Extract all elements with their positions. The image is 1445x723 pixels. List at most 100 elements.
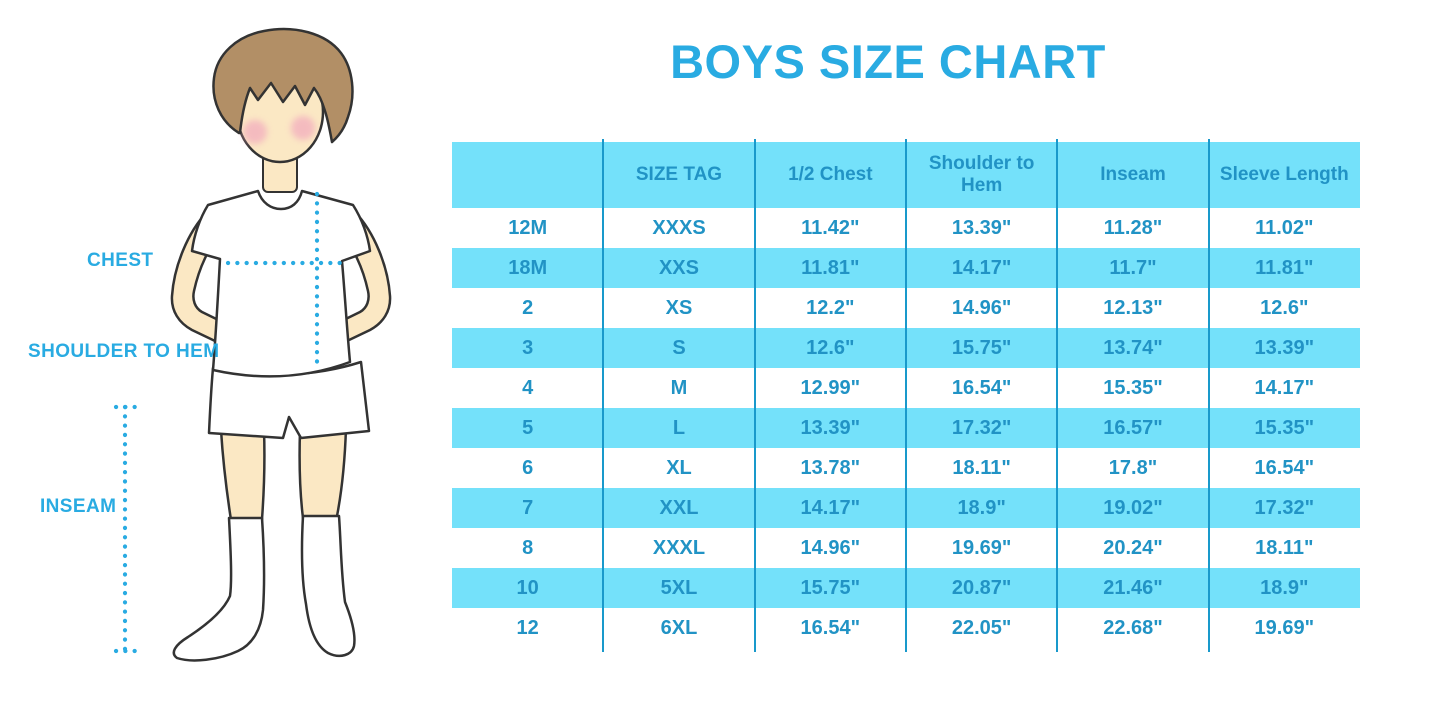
measurement-cell: 17.32" — [1208, 488, 1360, 528]
column-divider — [1056, 139, 1059, 652]
measurement-cell: 15.75" — [905, 328, 1058, 368]
boy-cheek-right — [291, 116, 315, 140]
size-label-cell: 5 — [452, 408, 604, 448]
measurement-cell: 13.74" — [1057, 328, 1209, 368]
column-divider — [1207, 139, 1210, 652]
measurement-cell: 13.39" — [754, 408, 906, 448]
measurement-cell: 12.6" — [1260, 296, 1309, 319]
measurement-cell: 17.32" — [905, 408, 1058, 448]
header-cell-empty — [452, 142, 604, 208]
table-row: 12M XXXS 11.42" 13.39" 11.28" 11.02" — [452, 208, 1360, 248]
column-divider — [602, 139, 605, 652]
table-row: 18M XXS 11.81" 14.17" 11.7" 11.81" — [452, 248, 1360, 288]
page-title: BOYS SIZE CHART — [670, 35, 1106, 88]
table-row: 4 M 12.99" 16.54" 15.35" 14.17" — [452, 368, 1360, 408]
measurement-cell: 13.39" — [1208, 328, 1360, 368]
measurement-cell: 14.17" — [1254, 376, 1315, 399]
measurement-cell: 17.8" — [1108, 456, 1158, 479]
measurement-cell: L — [603, 408, 755, 448]
table-row: 6 XL 13.78" 18.11" 17.8" 16.54" — [452, 448, 1360, 488]
size-table: SIZE TAG 1/2 Chest Shoulder to Hem Inseam Sl… — [452, 142, 1360, 648]
measurement-cell: 12.6" — [754, 328, 906, 368]
measurement-cell: 15.35" — [1103, 376, 1163, 399]
measurement-cell: 11.02" — [1255, 216, 1314, 239]
column-divider — [753, 139, 756, 652]
table-row: 5 L 13.39" 17.32" 16.57" 15.35" — [452, 408, 1360, 448]
header-row: SIZE TAG 1/2 Chest Shoulder to Hem Inseam Sl… — [452, 142, 1360, 208]
size-table-body: 12M XXXS 11.42" 13.39" 11.28" 11.02" 18M XXS 11.… — [452, 208, 1360, 648]
measurement-cell: XS — [665, 296, 693, 319]
measurement-cell: 16.54" — [1254, 456, 1315, 479]
boy-illustration — [113, 27, 392, 662]
header-cell: Sleeve Length — [1208, 142, 1360, 208]
table-row: 3 S 12.6" 15.75" 13.74" 13.39" — [452, 328, 1360, 368]
measurement-cell: 18.11" — [952, 456, 1011, 479]
measurement-cell: 18.11" — [1255, 536, 1314, 559]
measurement-cell: 16.54" — [800, 616, 861, 639]
measurement-cell: 15.75" — [754, 568, 906, 608]
header-cell: SIZE TAG — [603, 142, 755, 208]
measurement-cell: 14.96" — [800, 536, 861, 559]
measurement-cell: 16.57" — [1057, 408, 1209, 448]
measurement-cell: 13.39" — [951, 216, 1012, 239]
measurement-cell: 22.68" — [1103, 616, 1163, 639]
measurement-cell: 18.9" — [905, 488, 1058, 528]
measurement-cell: 19.02" — [1057, 488, 1209, 528]
size-table-container: SIZE TAG 1/2 Chest Shoulder to Hem Inseam Sl… — [452, 139, 1360, 652]
size-label-cell: 18M — [452, 248, 604, 288]
size-label-cell: 8 — [522, 536, 534, 559]
boy-right-leg — [298, 426, 348, 520]
boy-right-sock — [300, 514, 356, 658]
table-row: 8 XXXL 14.96" 19.69" 20.24" 18.11" — [452, 528, 1360, 568]
measurement-cell: S — [603, 328, 755, 368]
measurement-cell: 11.81" — [754, 248, 906, 288]
measurement-cell: 12.99" — [800, 376, 861, 399]
size-label-cell: 6 — [522, 456, 534, 479]
measurement-cell: 11.28" — [1103, 216, 1163, 239]
measurement-cell: 14.96" — [951, 296, 1012, 319]
inseam-label: INSEAM — [40, 496, 117, 517]
measurement-cell: 11.42" — [801, 216, 860, 239]
boy-cheek-left — [243, 120, 267, 144]
measurement-cell: XXXL — [652, 536, 706, 559]
measurement-cell: 22.05" — [951, 616, 1012, 639]
column-divider — [905, 139, 907, 652]
measurement-cell: XXL — [603, 488, 755, 528]
boy-hair — [212, 27, 354, 144]
table-row: 10 5XL 15.75" 20.87" 21.46" 18.9" — [452, 568, 1360, 608]
measurement-cell: 11.7" — [1057, 248, 1209, 288]
measurement-cell: 11.81" — [1208, 248, 1360, 288]
measurement-cell: 15.35" — [1208, 408, 1360, 448]
size-label-cell: 10 — [452, 568, 604, 608]
shoulder-to-hem-label: SHOULDER TO HEM — [28, 341, 220, 362]
measurement-cell: M — [670, 376, 688, 399]
size-label-cell: 2 — [522, 296, 534, 319]
measurement-cell: 13.78" — [800, 456, 861, 479]
measurement-cell: 6XL — [660, 616, 698, 639]
measurement-cell: 5XL — [603, 568, 755, 608]
measurement-cell: 20.24" — [1103, 536, 1163, 559]
header-cell: Shoulder to Hem — [905, 142, 1058, 208]
measurement-cell: 19.69" — [951, 536, 1012, 559]
boy-left-leg — [219, 428, 266, 522]
measurement-cell: 18.9" — [1208, 568, 1360, 608]
header-cell: 1/2 Chest — [754, 142, 906, 208]
size-label-cell: 4 — [522, 376, 534, 399]
measurement-cell: 19.69" — [1254, 616, 1315, 639]
boy-tshirt — [190, 189, 372, 378]
table-row: 7 XXL 14.17" 18.9" 19.02" 17.32" — [452, 488, 1360, 528]
size-table-head: SIZE TAG 1/2 Chest Shoulder to Hem Inseam Sl… — [452, 142, 1360, 208]
measurement-cell: 12.13" — [1103, 296, 1163, 319]
table-row: 12 6XL 16.54" 22.05" 22.68" 19.69" — [452, 608, 1360, 648]
measurement-cell: XL — [666, 456, 692, 479]
size-label-cell: 7 — [452, 488, 604, 528]
measurement-cell: 20.87" — [905, 568, 1058, 608]
header-cell: Inseam — [1057, 142, 1209, 208]
size-label-cell: 12 — [516, 616, 539, 639]
measurement-cell: 12.2" — [806, 296, 855, 319]
measurement-cell: XXS — [603, 248, 755, 288]
measurement-cell: XXXS — [652, 216, 706, 239]
measurement-cell: 14.17" — [754, 488, 906, 528]
measurement-guides — [113, 191, 350, 654]
